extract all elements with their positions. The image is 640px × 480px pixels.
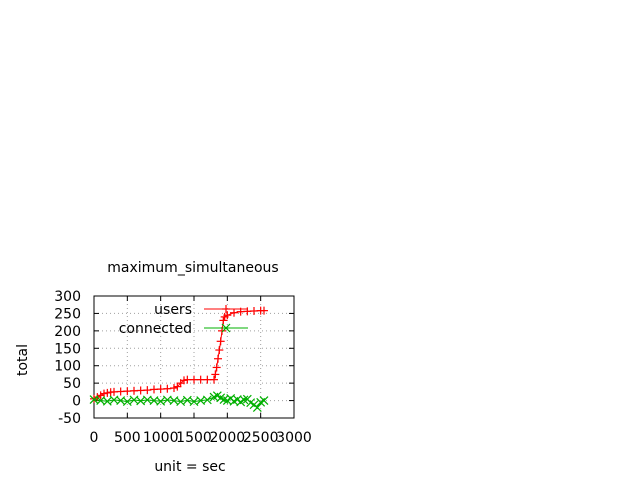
y-tick-label: -50 <box>58 411 81 427</box>
tick-layer: 0 500 10001500200025003000-500501001502002… <box>54 289 312 446</box>
x-tick-label: 2500 <box>243 430 279 446</box>
series-line-connected <box>93 395 265 409</box>
data-point-connected <box>202 395 212 405</box>
y-tick-label: 100 <box>54 359 81 375</box>
y-tick-label: 300 <box>54 289 81 305</box>
data-point-connected <box>156 396 166 406</box>
y-tick-label: 150 <box>54 341 81 357</box>
x-tick-label: 3000 <box>276 430 312 446</box>
data-point-connected <box>252 403 262 412</box>
plot-frame <box>93 295 295 419</box>
y-tick-label: 200 <box>54 324 81 340</box>
y-tick-label: 50 <box>63 376 81 392</box>
data-point-connected <box>182 395 192 405</box>
data-point-users <box>103 388 112 397</box>
data-point-users <box>260 306 268 315</box>
data-point-users <box>216 337 225 346</box>
y-tick-label: 250 <box>54 306 81 322</box>
data-point-connected <box>102 396 112 406</box>
data-point-users <box>212 363 221 372</box>
data-point-connected <box>122 397 132 407</box>
y-tick-label: 0 <box>72 394 81 410</box>
data-point-users <box>173 382 182 391</box>
data-point-users <box>170 384 178 393</box>
data-point-users <box>143 386 152 395</box>
legend: users connected <box>119 302 248 337</box>
y-axis-label: total <box>15 344 31 376</box>
data-point-users <box>163 384 172 393</box>
legend-label-users: users <box>154 302 192 318</box>
data-point-users <box>211 370 220 379</box>
x-tick-label: 500 <box>114 430 141 446</box>
legend-marker-users <box>222 305 230 313</box>
data-point-users <box>215 346 224 355</box>
data-point-users <box>223 311 232 320</box>
data-point-connected <box>259 396 269 405</box>
chart-title: maximum_simultaneous <box>107 260 278 276</box>
x-tick-label: 1500 <box>176 430 212 446</box>
x-axis-label: unit = sec <box>154 459 225 475</box>
data-point-connected <box>239 395 249 405</box>
data-point-users <box>180 376 188 385</box>
data-point-users <box>116 387 125 396</box>
data-point-users <box>230 308 238 317</box>
data-point-users <box>210 375 218 384</box>
series-connected <box>89 391 269 412</box>
data-point-users <box>96 391 105 400</box>
x-tick-label: 0 <box>90 430 99 446</box>
x-tick-label: 2000 <box>210 430 246 446</box>
legend-label-connected: connected <box>119 321 192 337</box>
x-tick-label: 1000 <box>143 430 179 446</box>
data-point-connected <box>176 397 186 407</box>
data-point-users <box>219 316 228 325</box>
data-point-users <box>100 389 108 398</box>
legend-marker-connected <box>221 323 231 333</box>
data-point-users <box>214 354 222 363</box>
